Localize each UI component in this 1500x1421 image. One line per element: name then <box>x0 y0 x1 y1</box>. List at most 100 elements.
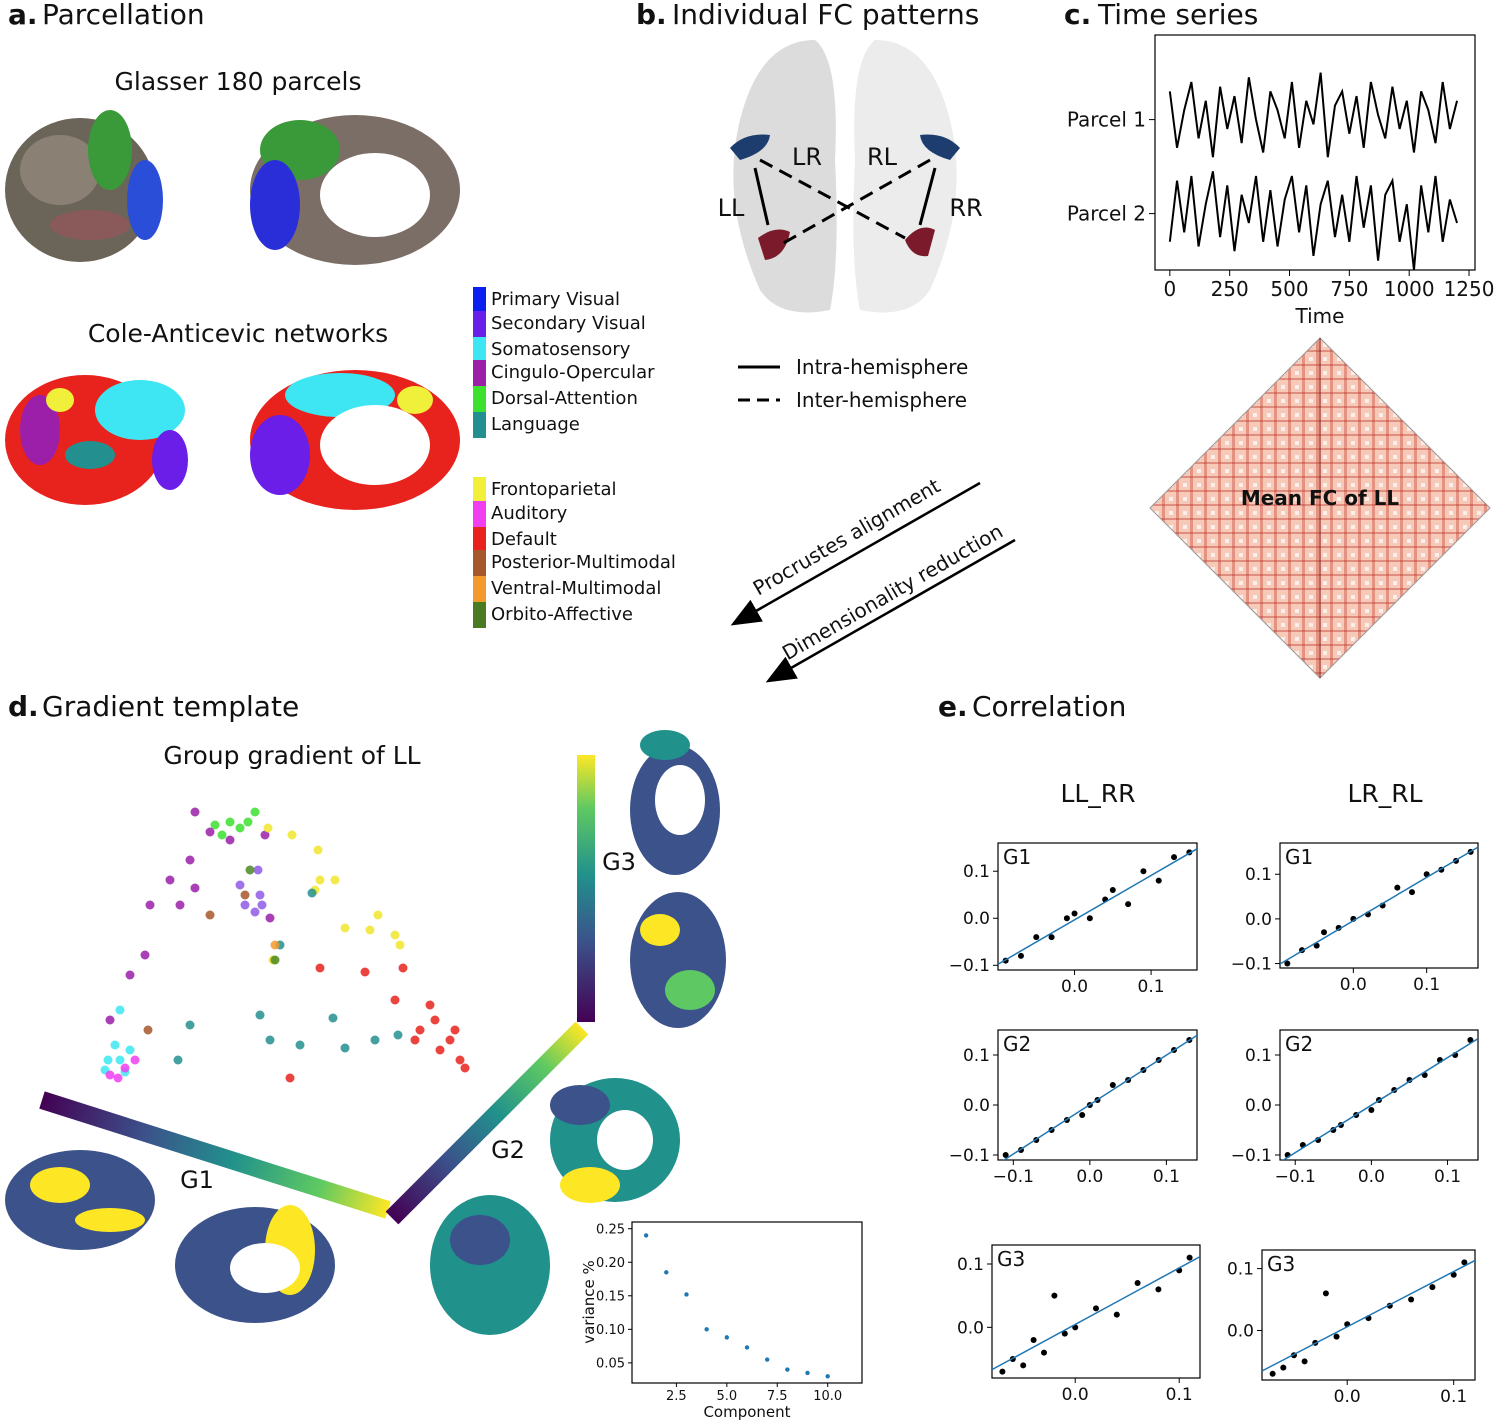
point <box>764 1357 770 1362</box>
point <box>1051 1292 1058 1299</box>
point <box>250 807 260 817</box>
point <box>257 900 267 910</box>
series-line <box>1168 72 1459 158</box>
point <box>1409 889 1415 896</box>
legend-label: Secondary Visual <box>491 313 646 334</box>
point <box>130 1055 140 1065</box>
fc-matrix <box>1149 337 1491 679</box>
fit-line <box>1282 1038 1478 1160</box>
point <box>1155 1286 1162 1293</box>
point <box>225 817 235 827</box>
legend-label: Dorsal-Attention <box>491 388 638 409</box>
point <box>1140 868 1147 875</box>
point <box>393 1030 403 1040</box>
point <box>190 807 200 817</box>
legend-label: Cingulo-Opercular <box>491 362 655 383</box>
x-tick-label: 2.5 <box>666 1389 687 1404</box>
y-tick-label: 0.0 <box>963 909 990 929</box>
point <box>1333 1333 1340 1340</box>
y-tick-label: 0.0 <box>963 1096 990 1116</box>
fit-line <box>1280 846 1478 965</box>
point <box>287 830 297 840</box>
x-tick-label: 0.0 <box>1334 1387 1361 1407</box>
point <box>1408 1296 1415 1303</box>
x-tick-label: 1250 <box>1444 277 1495 301</box>
plot-frame <box>631 1221 863 1384</box>
point <box>1368 1107 1375 1113</box>
point <box>105 1070 115 1080</box>
point <box>120 1063 130 1073</box>
legend-swatch <box>473 576 486 602</box>
point <box>1171 854 1178 861</box>
x-tick-label: 7.5 <box>767 1389 788 1404</box>
point <box>744 1345 750 1350</box>
point <box>270 940 280 950</box>
plot-frame <box>1261 1249 1476 1381</box>
legend-label: Language <box>491 414 580 435</box>
x-tick-label: 0 <box>1163 277 1176 301</box>
point <box>1109 1082 1116 1088</box>
legend-label: Intra-hemisphere <box>796 355 968 379</box>
x-tick-label: 0.0 <box>1061 977 1088 997</box>
point <box>113 1073 123 1083</box>
point <box>1063 915 1070 922</box>
y-tick-label: 0.05 <box>596 1356 625 1371</box>
point <box>684 1292 689 1297</box>
legend-label: Posterior-Multimodal <box>491 552 676 573</box>
x-tick-label: 0.0 <box>1340 975 1367 995</box>
point <box>1109 887 1116 894</box>
point <box>425 1000 435 1010</box>
point <box>260 830 270 840</box>
point <box>365 925 375 935</box>
point <box>999 1368 1006 1375</box>
y-tick-label: 0.0 <box>1227 1321 1254 1341</box>
x-tick-label: 0.1 <box>1166 1385 1193 1405</box>
legend-swatch <box>473 412 486 438</box>
point <box>255 1010 265 1020</box>
x-tick-label: 0.0 <box>1062 1385 1089 1405</box>
panel-tag: G1 <box>1003 845 1031 869</box>
point <box>1071 910 1078 917</box>
point <box>1450 1271 1457 1278</box>
point <box>340 923 350 933</box>
point <box>1301 1358 1308 1365</box>
x-tick-label: 500 <box>1270 277 1308 301</box>
plot-frame <box>1279 1029 1479 1161</box>
plot-frame <box>997 842 1198 971</box>
point <box>1269 1370 1276 1377</box>
point <box>664 1270 669 1275</box>
plot-frame <box>997 1029 1198 1161</box>
brain-networks <box>5 370 460 510</box>
gradient-axes <box>39 755 595 1225</box>
legend-swatch <box>473 337 486 363</box>
panel-title: Parcellation <box>42 0 205 31</box>
y-tick-label: Parcel 1 <box>1067 108 1146 132</box>
point <box>245 865 255 875</box>
y-tick-label: 0.15 <box>596 1289 625 1304</box>
point <box>240 890 250 900</box>
x-tick-label: −0.1 <box>1275 1167 1316 1187</box>
point <box>410 1035 420 1045</box>
point <box>328 1013 338 1023</box>
point <box>445 1035 455 1045</box>
y-tick-label: 0.25 <box>596 1222 625 1237</box>
y-tick-label: 0.10 <box>596 1323 625 1338</box>
point <box>243 817 253 827</box>
y-tick-label: −0.1 <box>949 956 990 976</box>
point <box>643 1233 649 1238</box>
point <box>210 820 220 830</box>
point <box>265 913 275 923</box>
point <box>455 1055 465 1065</box>
subtitle: Group gradient of LL <box>163 741 420 770</box>
point <box>307 888 317 898</box>
legend-label: Frontoparietal <box>491 479 617 500</box>
x-tick-label: 0.1 <box>1413 975 1440 995</box>
point <box>724 1335 730 1340</box>
panel-title: Correlation <box>972 690 1126 723</box>
point <box>225 835 235 845</box>
panel-tag: G3 <box>1267 1252 1295 1276</box>
point <box>140 950 150 960</box>
legend-label: Primary Visual <box>491 289 620 310</box>
point <box>360 967 370 977</box>
x-tick-label: 10.0 <box>813 1389 842 1404</box>
